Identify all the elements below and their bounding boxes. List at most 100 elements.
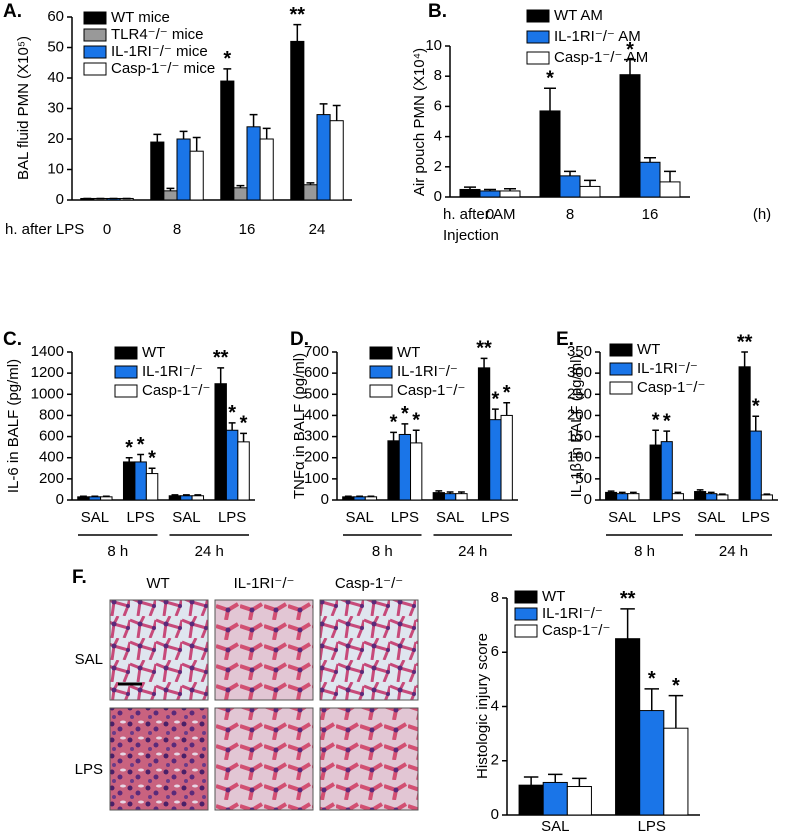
y-tick-label: 700 <box>304 343 329 360</box>
bar <box>88 496 102 501</box>
y-tick-label: 4 <box>434 128 442 145</box>
x-tick-label: LPS <box>638 818 666 833</box>
error-bar <box>572 777 587 787</box>
y-tick-label: 100 <box>304 470 329 487</box>
error-bar <box>618 491 626 494</box>
bar <box>659 181 681 198</box>
error-bar <box>240 432 247 442</box>
y-tick-label: 0 <box>56 191 64 208</box>
y-axis-title: Histologic injury score <box>474 633 491 779</box>
bar <box>303 184 318 201</box>
error-bar <box>435 490 443 493</box>
x-tick-label: 0 <box>486 206 494 223</box>
histology-image <box>319 599 419 701</box>
x-tick-label: SAL <box>608 509 636 526</box>
legend-label: Casp-1⁻/⁻ mice <box>111 60 215 77</box>
bar <box>619 74 641 198</box>
bar <box>705 493 718 501</box>
y-axis-title: IL-1β in BALF (pg/ml) <box>568 355 585 498</box>
bar <box>694 491 707 501</box>
x-tick-label: 24 <box>309 221 326 238</box>
y-tick-label: 300 <box>304 428 329 445</box>
y-tick-label: 0 <box>434 188 442 205</box>
y-tick-label: 100 <box>567 449 592 466</box>
x-tick-label: SAL <box>172 509 200 526</box>
x-axis-title: h. after LPS <box>5 221 84 238</box>
y-axis-title: Air pouch PMN (X10⁴) <box>411 48 428 196</box>
error-bar <box>544 87 556 111</box>
histology-image <box>319 707 419 811</box>
bar <box>749 430 762 501</box>
y-tick-label: 4 <box>491 697 499 714</box>
panel-label: E. <box>556 329 574 350</box>
legend-label: WT mice <box>111 9 170 26</box>
legend-label: Casp-1⁻/⁻ <box>542 622 610 639</box>
bar <box>671 493 684 501</box>
y-tick-label: 6 <box>491 643 499 660</box>
bar <box>605 491 618 501</box>
error-bar <box>644 156 656 163</box>
y-tick-label: 50 <box>47 38 64 55</box>
bar <box>259 138 274 201</box>
significance: ** <box>213 347 229 369</box>
error-bar <box>412 429 420 443</box>
error-bar <box>523 776 539 786</box>
error-bar <box>668 694 684 729</box>
y-tick-label: 0 <box>584 491 592 508</box>
error-bar <box>752 415 760 432</box>
bar <box>246 126 261 201</box>
significance: * <box>626 39 634 61</box>
y-tick-label: 200 <box>304 449 329 466</box>
bar <box>163 190 178 201</box>
error-bar <box>464 186 476 190</box>
bar <box>738 366 751 501</box>
error-bar <box>148 467 156 474</box>
legend-label: WT <box>542 588 565 605</box>
legend-swatch <box>114 384 138 398</box>
error-bar <box>484 188 496 191</box>
legend-label: WT <box>637 341 660 358</box>
error-bar <box>480 357 488 368</box>
y-tick-label: 1000 <box>31 385 64 402</box>
legend-label: WT <box>142 344 165 361</box>
bar <box>150 141 165 201</box>
error-bar <box>367 495 375 497</box>
significance: * <box>412 410 420 432</box>
y-tick-label: 30 <box>47 99 64 116</box>
error-bar <box>630 491 637 494</box>
y-tick-label: 6 <box>434 97 442 114</box>
bar <box>443 493 457 501</box>
error-bar <box>707 491 715 494</box>
x-axis-title: h. after AM <box>443 206 516 223</box>
legend-swatch <box>609 381 633 395</box>
error-bar <box>179 130 188 139</box>
legend-swatch <box>514 607 538 621</box>
bar <box>77 496 90 501</box>
bar <box>290 40 305 201</box>
group-label: 8 h <box>107 543 128 560</box>
group-label: 8 h <box>372 543 393 560</box>
bar <box>189 150 204 201</box>
panel-label: F. <box>72 567 87 588</box>
x-tick-label: SAL <box>541 818 569 833</box>
y-tick-label: 20 <box>47 130 64 147</box>
bar <box>579 185 601 198</box>
legend-label: IL-1RI⁻/⁻ mice <box>111 43 208 60</box>
significance: * <box>546 68 554 90</box>
error-bar <box>194 494 202 496</box>
bar <box>237 441 250 501</box>
bar <box>500 414 513 501</box>
bar <box>455 493 468 501</box>
legend-label: WT <box>397 344 420 361</box>
bar <box>663 727 689 816</box>
significance: * <box>663 410 671 432</box>
error-bar <box>91 495 99 498</box>
legend-label: IL-1RI⁻/⁻ <box>542 605 603 622</box>
error-bar <box>624 58 636 75</box>
bar <box>329 120 344 201</box>
legend-label: Casp-1⁻/⁻ <box>637 379 705 396</box>
error-bar <box>344 495 352 497</box>
error-bar <box>228 422 236 431</box>
error-bar <box>584 179 596 187</box>
